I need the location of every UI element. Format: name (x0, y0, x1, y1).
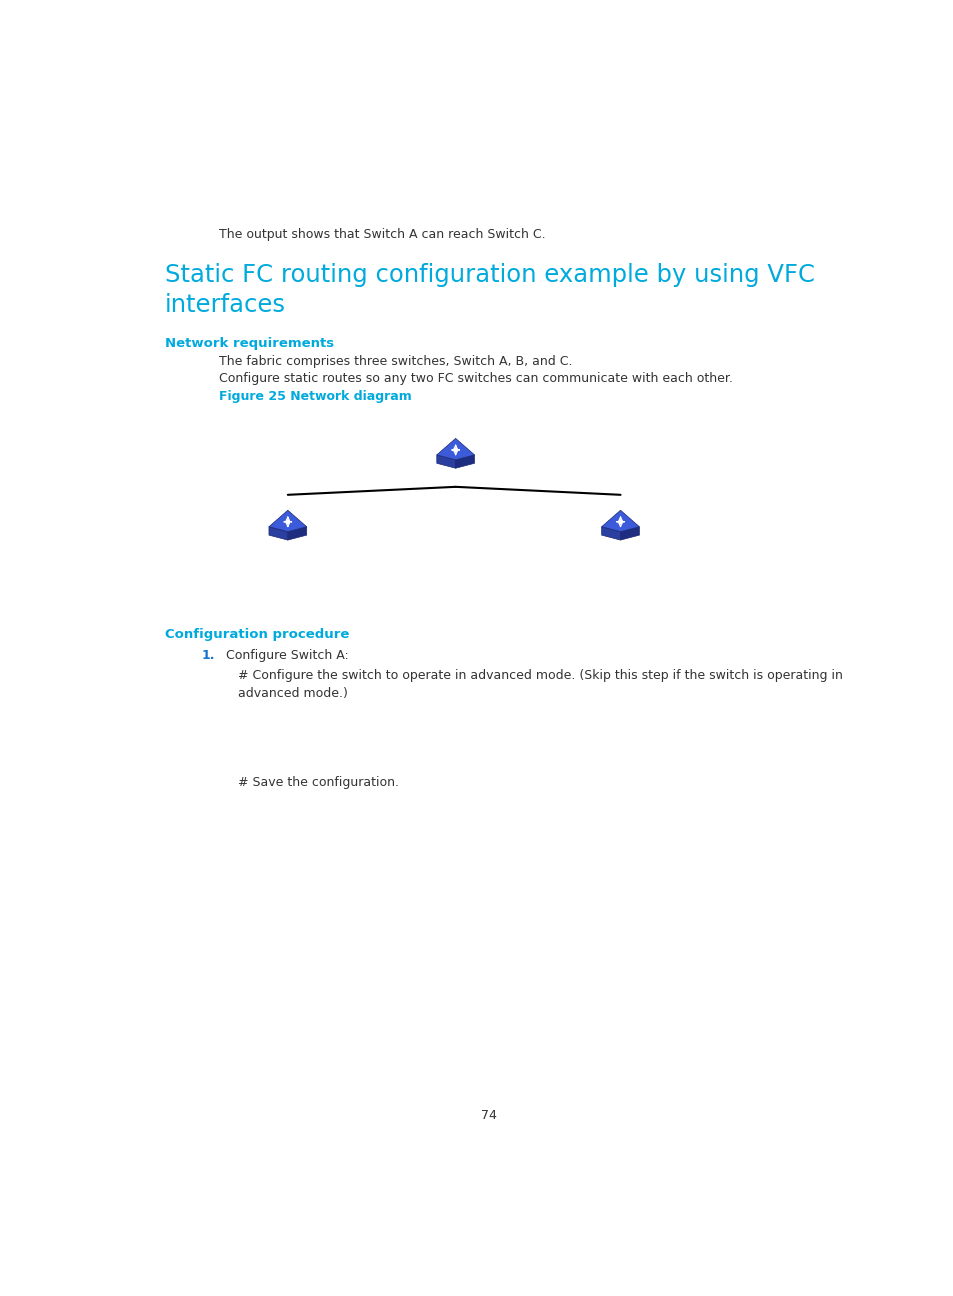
Polygon shape (619, 526, 639, 540)
Polygon shape (456, 455, 474, 468)
Circle shape (618, 520, 621, 524)
Circle shape (286, 520, 289, 524)
Text: Configure static routes so any two FC switches can communicate with each other.: Configure static routes so any two FC sw… (219, 372, 732, 385)
Text: Static FC routing configuration example by using VFC
interfaces: Static FC routing configuration example … (165, 263, 814, 318)
Polygon shape (269, 526, 288, 540)
Text: Figure 25 Network diagram: Figure 25 Network diagram (219, 390, 412, 403)
Text: 1.: 1. (202, 649, 215, 662)
Text: The output shows that Switch A can reach Switch C.: The output shows that Switch A can reach… (219, 228, 545, 241)
Polygon shape (288, 526, 306, 540)
Circle shape (454, 448, 456, 452)
Polygon shape (436, 455, 456, 468)
Text: # Save the configuration.: # Save the configuration. (237, 776, 398, 789)
Text: Configure Switch A:: Configure Switch A: (226, 649, 349, 662)
Polygon shape (436, 438, 474, 460)
Text: Network requirements: Network requirements (165, 337, 334, 350)
Polygon shape (601, 511, 639, 531)
Polygon shape (601, 526, 619, 540)
Polygon shape (269, 511, 306, 531)
Text: # Configure the switch to operate in advanced mode. (Skip this step if the switc: # Configure the switch to operate in adv… (237, 670, 841, 700)
Text: The fabric comprises three switches, Switch A, B, and C.: The fabric comprises three switches, Swi… (219, 355, 572, 368)
Text: 74: 74 (480, 1108, 497, 1121)
Text: Configuration procedure: Configuration procedure (165, 627, 349, 640)
